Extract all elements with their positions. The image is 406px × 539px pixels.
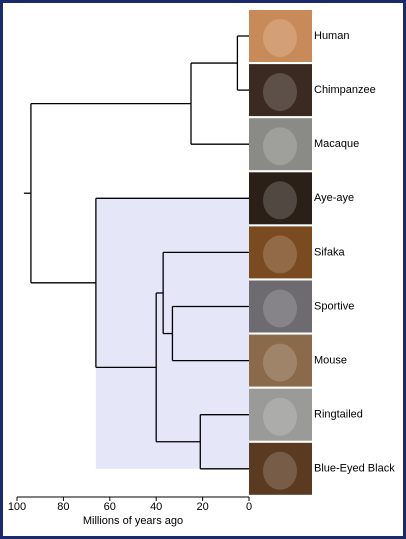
- photo: [249, 10, 312, 62]
- photo-face: [263, 73, 297, 112]
- taxon-label: Blue-Eyed Black: [314, 463, 395, 475]
- taxon-label: Mouse: [314, 355, 347, 367]
- photo-face: [263, 289, 297, 328]
- photo-face: [263, 451, 297, 490]
- taxon-label: Chimpanzee: [314, 84, 376, 96]
- photo-face: [263, 235, 297, 274]
- photo: [249, 118, 312, 171]
- photo-layer: [249, 10, 312, 495]
- photo-face: [263, 343, 297, 382]
- x-axis: [16, 496, 250, 501]
- x-tick-label: 100: [8, 501, 26, 513]
- x-tick-label: 80: [57, 501, 69, 513]
- x-axis-label: Millions of years ago: [83, 515, 183, 527]
- photo: [249, 64, 312, 117]
- x-tick-label: 20: [196, 501, 208, 513]
- photo-face: [263, 19, 297, 57]
- taxon-label: Macaque: [314, 138, 359, 150]
- photo: [249, 388, 312, 441]
- photo-face: [263, 181, 297, 220]
- tree: [23, 35, 249, 470]
- photo: [249, 172, 312, 225]
- x-tick-label: 40: [150, 501, 162, 513]
- photo: [249, 226, 312, 279]
- taxon-label: Ringtailed: [314, 409, 363, 421]
- photo: [249, 280, 312, 333]
- taxon-label: Sifaka: [314, 246, 345, 258]
- photo-face: [263, 397, 297, 436]
- photo: [249, 334, 312, 387]
- taxon-label: Aye-aye: [314, 192, 354, 204]
- photo-face: [263, 127, 297, 166]
- x-tick-label: 0: [246, 501, 252, 513]
- taxon-label: Sportive: [314, 300, 354, 312]
- x-tick-label: 60: [104, 501, 116, 513]
- photo: [249, 442, 312, 495]
- taxon-label: Human: [314, 30, 349, 42]
